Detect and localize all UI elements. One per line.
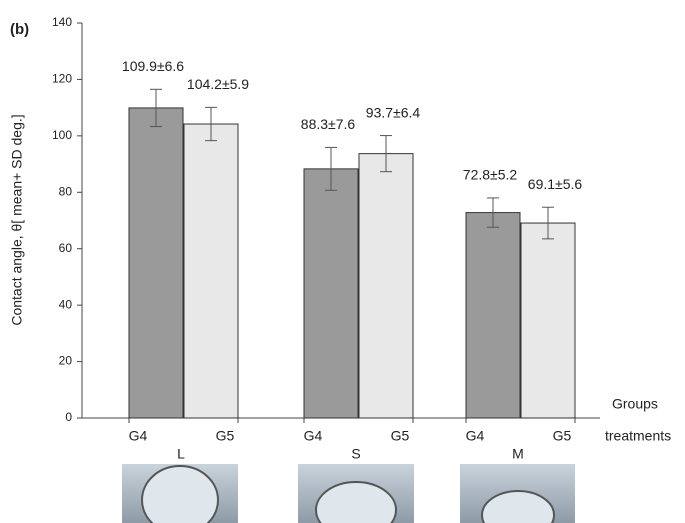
x-tick-label: G5 [216, 428, 235, 444]
y-tick-label: 100 [52, 128, 72, 142]
y-tick-label: 80 [59, 184, 73, 198]
y-axis-label: Contact angle, θ[ mean+ SD deg.] [9, 114, 25, 325]
x-tick-label: G4 [304, 428, 323, 444]
x-tick-label: G5 [553, 428, 572, 444]
bar [304, 169, 358, 418]
bar [466, 213, 520, 418]
x-axis-label: Groups [612, 396, 658, 412]
panel-label: (b) [10, 21, 29, 38]
y-tick-label: 120 [52, 72, 72, 86]
x-axis-label: treatments [605, 428, 671, 444]
y-tick-label: 0 [65, 410, 72, 424]
bar [184, 124, 238, 418]
bar [359, 154, 413, 418]
bar [521, 223, 575, 418]
droplet-images [122, 464, 575, 523]
x-tick-label: G4 [129, 428, 148, 444]
data-label: 72.8±5.2 [463, 167, 518, 183]
y-tick-label: 20 [59, 354, 73, 368]
data-label: 109.9±6.6 [122, 58, 184, 74]
data-label: 69.1±5.6 [528, 176, 583, 192]
data-label: 93.7±6.4 [366, 104, 421, 120]
data-label: 104.2±5.9 [187, 76, 249, 92]
y-tick-label: 40 [59, 297, 73, 311]
category-label: L [177, 446, 185, 462]
bar [129, 108, 183, 418]
data-label: 88.3±7.6 [301, 116, 356, 132]
chart: (b) Contact angle, θ[ mean+ SD deg.] Gro… [0, 0, 685, 523]
category-label: M [512, 446, 524, 462]
category-label: S [351, 446, 360, 462]
x-tick-label: G4 [466, 428, 485, 444]
y-tick-label: 140 [52, 15, 72, 29]
y-tick-label: 60 [59, 241, 73, 255]
x-tick-label: G5 [391, 428, 410, 444]
